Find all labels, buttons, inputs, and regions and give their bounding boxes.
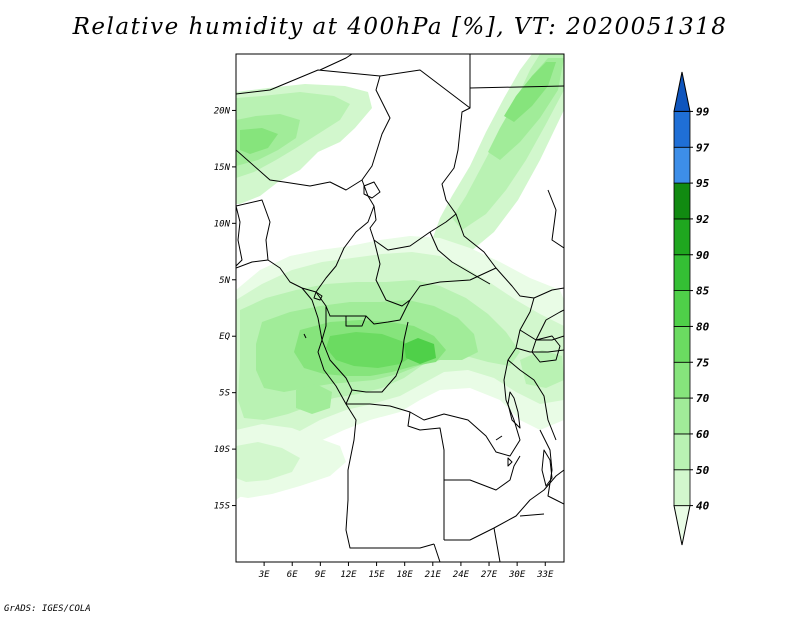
colorbar-segment bbox=[673, 218, 691, 256]
humidity-shading bbox=[236, 54, 564, 500]
lon-tick-label: 24E bbox=[453, 570, 470, 580]
moist-band-equatorial bbox=[236, 236, 564, 500]
colorbar-segment bbox=[673, 326, 691, 363]
colorbar-label: 99 bbox=[696, 105, 710, 118]
colorbar-label: 85 bbox=[696, 285, 710, 298]
lat-tick-label: 20N bbox=[214, 106, 231, 116]
lon-tick-label: 6E bbox=[287, 570, 298, 580]
lon-tick-label: 12E bbox=[340, 570, 357, 580]
moist-band-northeast bbox=[430, 54, 564, 262]
country-borders bbox=[236, 54, 564, 562]
colorbar-segment bbox=[673, 397, 691, 435]
colorbar-label: 70 bbox=[696, 392, 710, 405]
colorbar-label: 40 bbox=[696, 500, 710, 513]
moist-band-northwest bbox=[236, 84, 372, 204]
colorbar-segment bbox=[673, 182, 691, 220]
map-frame bbox=[235, 53, 565, 563]
colorbar-label: 90 bbox=[696, 249, 710, 262]
lat-tick-label: 10S bbox=[214, 445, 231, 455]
colorbar-label: 95 bbox=[696, 177, 710, 190]
grads-credit: GrADS: IGES/COLA bbox=[4, 604, 91, 614]
colorbar-label: 97 bbox=[696, 141, 710, 154]
latitude-axis: 20N 15N 10N 5N EQ 5S 10S 15S bbox=[214, 106, 236, 512]
colorbar-label: 60 bbox=[696, 428, 710, 441]
lon-tick-label: 21E bbox=[425, 570, 442, 580]
colorbar-label: 92 bbox=[696, 213, 710, 226]
colorbar-segment bbox=[673, 254, 691, 291]
colorbar: 40 50 60 70 75 80 85 90 92 95 97 99 bbox=[673, 71, 710, 546]
colorbar-segment bbox=[673, 111, 691, 148]
colorbar-label: 50 bbox=[696, 464, 710, 477]
colorbar-segment bbox=[673, 433, 691, 471]
lat-tick-label: EQ bbox=[219, 332, 230, 342]
lat-tick-label: 15S bbox=[214, 502, 231, 512]
lon-tick-label: 9E bbox=[315, 570, 326, 580]
lon-tick-label: 3E bbox=[258, 570, 270, 580]
lat-tick-label: 15N bbox=[214, 163, 231, 173]
lon-tick-label: 15E bbox=[368, 570, 385, 580]
longitude-axis: 3E 6E 9E 12E 15E 18E 21E 24E 27E 30E 33E bbox=[258, 562, 554, 580]
colorbar-segment bbox=[673, 146, 691, 184]
colorbar-segment bbox=[673, 469, 691, 506]
lon-tick-label: 18E bbox=[397, 570, 414, 580]
colorbar-segment bbox=[673, 290, 691, 327]
colorbar-segment bbox=[673, 361, 691, 399]
lat-tick-label: 5N bbox=[219, 276, 230, 286]
lon-tick-label: 27E bbox=[481, 570, 498, 580]
moist-patches-south bbox=[236, 350, 564, 498]
colorbar-label: 80 bbox=[696, 320, 710, 333]
colorbar-label: 75 bbox=[696, 356, 710, 369]
map-title: Relative humidity at 400hPa [%], VT: 202… bbox=[72, 14, 728, 40]
lon-tick-label: 30E bbox=[508, 570, 526, 580]
lat-tick-label: 10N bbox=[214, 219, 231, 229]
lat-tick-label: 5S bbox=[219, 389, 230, 399]
lon-tick-label: 33E bbox=[536, 570, 554, 580]
colorbar-segment bbox=[673, 71, 691, 112]
colorbar-segment bbox=[673, 505, 691, 546]
